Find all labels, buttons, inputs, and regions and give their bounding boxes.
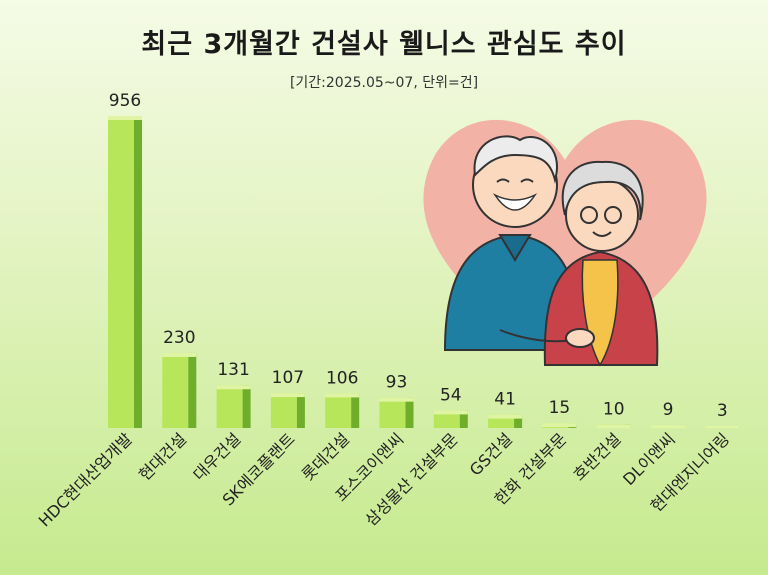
bar-side-1 (188, 352, 197, 428)
bar-top-0 (108, 116, 142, 120)
value-label-6: 54 (440, 385, 462, 405)
bar-side-7 (514, 414, 523, 428)
value-label-9: 10 (603, 400, 625, 420)
value-label-8: 15 (549, 398, 571, 418)
bar-side-2 (242, 385, 251, 428)
bar-3 (270, 393, 297, 428)
grandfather-figure (443, 135, 579, 351)
bar-top-5 (379, 397, 414, 402)
bars-group (108, 116, 740, 428)
bar-1 (162, 352, 189, 428)
bar-top-8 (542, 423, 577, 428)
value-label-4: 106 (326, 368, 358, 388)
elderly-couple-icon (423, 119, 707, 367)
bar-top-1 (162, 352, 197, 357)
value-label-2: 131 (217, 360, 249, 380)
bar-4 (325, 393, 352, 428)
bar-6 (433, 410, 460, 428)
bar-0 (108, 116, 134, 428)
value-label-5: 93 (386, 373, 408, 393)
value-label-7: 41 (494, 390, 516, 410)
bar-2 (216, 385, 243, 428)
bar-side-3 (296, 393, 305, 428)
bar-top-6 (433, 410, 468, 415)
bar-top-7 (488, 414, 523, 419)
chart-title: 최근 3개월간 건설사 웰니스 관심도 추이 (141, 29, 627, 60)
bar-top-11 (705, 426, 740, 428)
bar-side-6 (459, 410, 468, 428)
bar-side-4 (351, 393, 360, 428)
bar-top-2 (216, 385, 251, 390)
category-label-4: 롯데건설 (298, 429, 353, 484)
bar-top-10 (651, 425, 685, 428)
bar-side-0 (134, 116, 142, 428)
value-label-3: 107 (272, 368, 304, 388)
category-label-9: 호반건설 (569, 429, 624, 484)
bar-top-4 (325, 393, 360, 398)
bar-side-5 (405, 397, 414, 428)
category-label-1: 현대건설 (135, 429, 190, 484)
value-label-10: 9 (663, 400, 674, 420)
category-label-0: HDC현대산업개발 (35, 429, 136, 530)
value-label-1: 230 (163, 328, 195, 348)
bar-top-3 (270, 393, 305, 398)
category-label-2: 대우건설 (189, 429, 244, 484)
chart-subtitle: [기간:2025.05~07, 단위=건] (289, 75, 479, 91)
category-label-7: GS건설 (466, 429, 516, 479)
value-label-0: 956 (109, 91, 141, 111)
bar-5 (379, 397, 406, 428)
bar-top-9 (596, 424, 631, 428)
category-label-6: 삼성물산 건설부문 (361, 429, 461, 529)
value-label-11: 3 (717, 401, 728, 421)
